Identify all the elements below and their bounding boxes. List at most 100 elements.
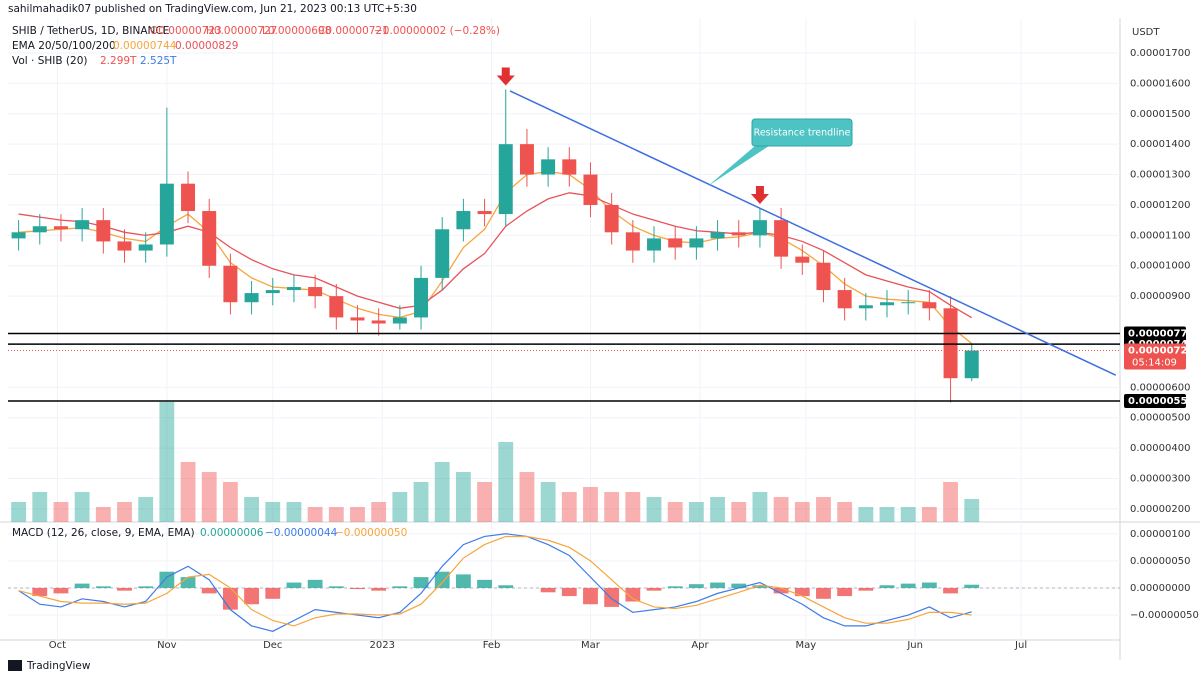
volume-bar — [604, 492, 620, 522]
candle-body — [795, 256, 810, 263]
candle-body — [731, 232, 746, 236]
x-tick-label: Oct — [49, 640, 66, 651]
y-tick-label: 0.00000900 — [1130, 291, 1190, 302]
ohlc-value: −0.00000002 (−0.28%) — [374, 25, 500, 37]
candle-body — [901, 302, 916, 304]
volume-bar — [879, 507, 895, 522]
candle-body — [414, 277, 429, 318]
volume-bar — [11, 502, 27, 522]
y-tick-label: 0.00000000 — [1130, 583, 1190, 594]
y-tick-label: 0.00001400 — [1130, 139, 1190, 150]
last-price-label: 0.00000721 — [1128, 346, 1194, 357]
macd-histogram-bar — [816, 587, 831, 599]
volume-bar — [95, 507, 111, 522]
volume-bar — [752, 492, 768, 522]
volume-bar — [180, 462, 196, 522]
candle-body — [32, 226, 47, 233]
volume-bar — [498, 442, 514, 522]
level-label: 0.00000777 — [1128, 329, 1194, 340]
macd-value: −0.00000050 — [335, 527, 407, 539]
macd-histogram-bar — [688, 584, 704, 588]
macd-histogram-bar — [328, 586, 344, 588]
candle-body — [75, 220, 90, 230]
macd-histogram-bar — [731, 583, 747, 588]
y-tick-label: 0.00000300 — [1130, 474, 1190, 485]
volume-bar — [371, 502, 387, 522]
candle-body — [880, 302, 894, 306]
y-tick-label: 0.00000400 — [1130, 443, 1190, 454]
macd-histogram-bar — [265, 587, 281, 599]
macd-histogram-bar — [95, 586, 111, 588]
volume-bar — [773, 497, 789, 522]
volume-bar — [540, 482, 556, 522]
x-tick-label: Jun — [906, 640, 923, 651]
y-tick-label: −0.00000050 — [1130, 610, 1199, 621]
volume-bar — [731, 502, 747, 522]
macd-histogram-bar — [561, 587, 577, 597]
volume-bar — [837, 502, 853, 522]
volume-bar — [964, 499, 980, 522]
candle-body — [53, 226, 68, 230]
volume-bar — [117, 502, 132, 522]
candle-body — [625, 232, 640, 251]
trendline — [509, 90, 1117, 376]
volume-value: 2.525T — [140, 55, 177, 67]
volume-bar — [413, 482, 429, 522]
macd-histogram-bar — [604, 587, 620, 607]
candle-body — [181, 183, 196, 212]
macd-histogram-bar — [625, 587, 641, 602]
volume-bar — [32, 492, 48, 522]
candle-body — [223, 265, 238, 303]
volume-bar — [350, 507, 365, 522]
macd-histogram-bar — [540, 587, 556, 593]
macd-line — [18, 535, 972, 627]
volume-bar — [434, 462, 450, 522]
candle-body — [202, 211, 217, 266]
y-tick-label: 0.00000600 — [1130, 382, 1190, 393]
x-tick-label: Apr — [691, 640, 709, 651]
macd-histogram-bar — [117, 587, 132, 591]
candle-body — [604, 204, 619, 233]
candle-body — [562, 159, 577, 175]
candle-body — [435, 229, 450, 278]
macd-histogram-bar — [138, 586, 154, 588]
candle-body — [837, 290, 852, 309]
x-tick-label: 2023 — [370, 640, 395, 651]
candle-body — [265, 290, 280, 294]
volume-bar — [286, 502, 302, 522]
macd-histogram-bar — [752, 585, 768, 588]
callout-box — [751, 118, 853, 147]
macd-histogram-bar — [244, 587, 259, 605]
macd-histogram-bar — [921, 582, 937, 588]
volume-bar — [858, 507, 874, 522]
macd-histogram-bar — [964, 584, 980, 588]
ema-value: 0.00000744 — [113, 40, 177, 52]
brand: TradingView — [26, 660, 91, 672]
candle-body — [456, 211, 471, 230]
macd-histogram-bar — [646, 587, 662, 591]
candle-body — [943, 308, 958, 379]
candle-body — [308, 287, 323, 297]
y-tick-label: 0.00001300 — [1130, 170, 1190, 181]
volume-bar — [53, 502, 69, 522]
macd-histogram-bar — [900, 583, 916, 588]
volume-bar — [943, 482, 958, 522]
macd-histogram-bar — [371, 587, 387, 591]
candle-body — [647, 238, 662, 251]
volume-bar — [561, 492, 577, 522]
volume-bar — [794, 502, 810, 522]
countdown: 05:14:09 — [1132, 358, 1177, 369]
candle-body — [922, 302, 937, 309]
callout-text: Resistance trendline — [754, 128, 851, 139]
callout-pointer — [708, 140, 778, 186]
volume-bar — [583, 487, 598, 522]
volume-bar — [646, 497, 662, 522]
y-tick-label: 0.00001100 — [1130, 230, 1190, 241]
macd-histogram-bar — [773, 587, 789, 594]
macd-histogram-bar — [794, 587, 810, 597]
candle-body — [689, 238, 704, 248]
y-tick-label: 0.00001000 — [1130, 261, 1190, 272]
macd-histogram-bar — [498, 585, 514, 588]
